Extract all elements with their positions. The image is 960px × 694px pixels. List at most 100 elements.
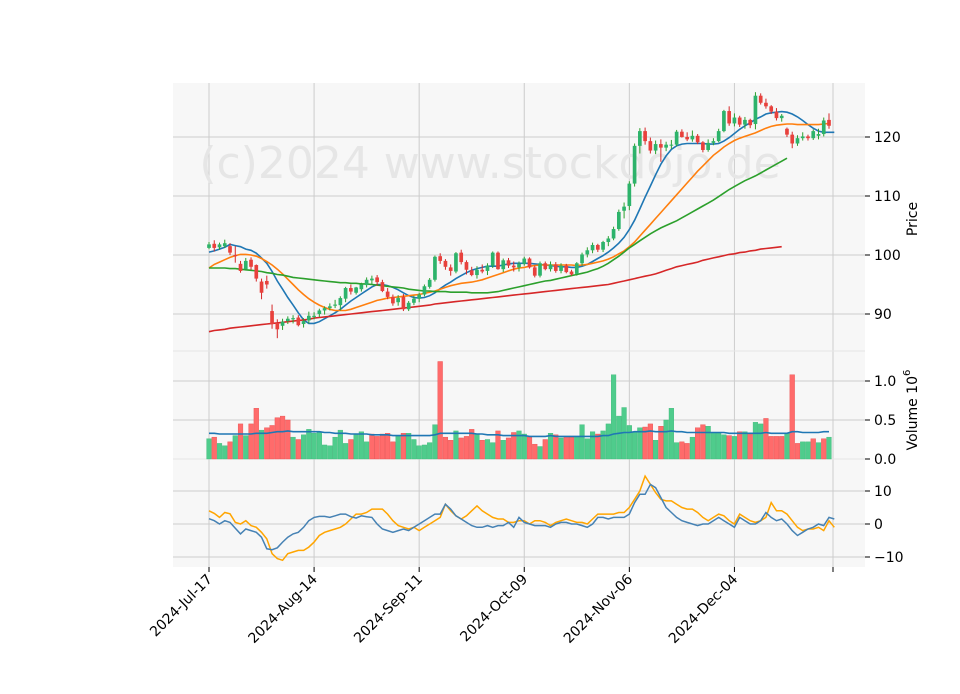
candle-body [632, 145, 637, 184]
volume-bar [416, 445, 422, 460]
candle-body [601, 242, 605, 250]
candle-body [643, 131, 647, 142]
volume-plot [206, 361, 832, 460]
candle-body [375, 277, 379, 283]
indicator-y-tick-label: −10 [874, 550, 904, 566]
candle-body [401, 296, 406, 310]
volume-bar [810, 438, 816, 460]
moving-average-line-3 [208, 245, 782, 333]
candle-body [764, 102, 768, 107]
volume-bar [632, 431, 638, 460]
candle-body [816, 134, 821, 136]
volume-bar [490, 442, 496, 460]
candle-body [574, 263, 579, 274]
candle-body [485, 265, 490, 271]
candle-body [422, 286, 427, 295]
candle-body [685, 137, 689, 140]
volume-bar [453, 430, 459, 460]
volume-bar [442, 436, 449, 460]
volume-bar [432, 424, 438, 460]
volume-bar [731, 436, 737, 460]
volume-bar [358, 431, 364, 460]
candle-body [275, 322, 280, 330]
candle-body [811, 131, 816, 139]
candle-body [469, 270, 474, 276]
candle-body [301, 321, 306, 325]
volume-bar [653, 440, 659, 460]
candle-body [475, 269, 479, 276]
candle-body [758, 95, 763, 103]
candle-body [737, 117, 742, 125]
volume-bar [316, 431, 322, 460]
candle-body [333, 304, 337, 306]
volume-bar [689, 436, 695, 460]
candle-body [606, 238, 611, 243]
volume-bar [605, 423, 611, 460]
volume-bar [805, 441, 811, 460]
candle-body [370, 278, 374, 281]
candle-body [580, 254, 584, 264]
candle-body [538, 263, 542, 276]
candle-body [743, 119, 747, 125]
candle-body [270, 311, 274, 325]
volume-bar [584, 438, 590, 460]
volume-bar [658, 426, 664, 460]
volume-bar [826, 436, 832, 460]
volume-bar [647, 423, 653, 460]
volume-bar [385, 433, 391, 460]
volume-bar [616, 415, 622, 460]
candle-body [380, 282, 385, 291]
candle-body [249, 259, 253, 267]
candle-body [396, 298, 400, 303]
volume-bar [343, 443, 349, 460]
candle-body [559, 265, 563, 271]
price-y-tick-label: 110 [874, 189, 901, 205]
volume-bar [737, 431, 743, 460]
candle-body [217, 244, 222, 248]
candle-body [480, 269, 485, 272]
candle-body [454, 253, 458, 272]
candle-body [364, 279, 369, 286]
x-tick-label: 2024-Oct-09 [457, 572, 531, 646]
volume-bar [279, 415, 286, 460]
candle-body [506, 260, 511, 266]
candle-body [800, 136, 805, 139]
volume-bar [364, 441, 370, 460]
volume-bar [458, 437, 464, 460]
volume-bar [206, 438, 212, 460]
volume-bar [290, 436, 296, 460]
candle-body [207, 244, 211, 248]
candle-body [669, 144, 674, 146]
candle-body [212, 243, 217, 248]
volume-bar [406, 433, 412, 460]
x-tick-label: 2024-Nov-06 [561, 571, 636, 646]
volume-bar [663, 419, 669, 460]
volume-bar [563, 436, 569, 460]
candle-body [543, 263, 548, 270]
candle-body [695, 135, 700, 143]
volume-bar [227, 441, 233, 460]
volume-bar [258, 429, 265, 460]
volume-bar [353, 434, 359, 460]
candle-body [391, 296, 395, 304]
moving-average-line-0 [208, 110, 835, 325]
volume-bar [337, 429, 343, 460]
candle-body [622, 206, 626, 211]
volume-bar [537, 446, 543, 460]
candle-body [774, 111, 779, 119]
volume-bar [463, 436, 470, 460]
candle-body [306, 315, 311, 321]
candle-body [464, 262, 469, 270]
candle-body [291, 318, 295, 320]
volume-bar [679, 441, 685, 460]
volume-bar [579, 424, 585, 460]
candle-body [317, 310, 322, 314]
volume-bar [369, 433, 375, 460]
candle-body [296, 317, 301, 326]
candle-body [406, 302, 411, 310]
volume-bar [574, 436, 580, 460]
candle-body [343, 288, 348, 299]
volume-bar [815, 442, 822, 460]
volume-bar [716, 433, 722, 460]
